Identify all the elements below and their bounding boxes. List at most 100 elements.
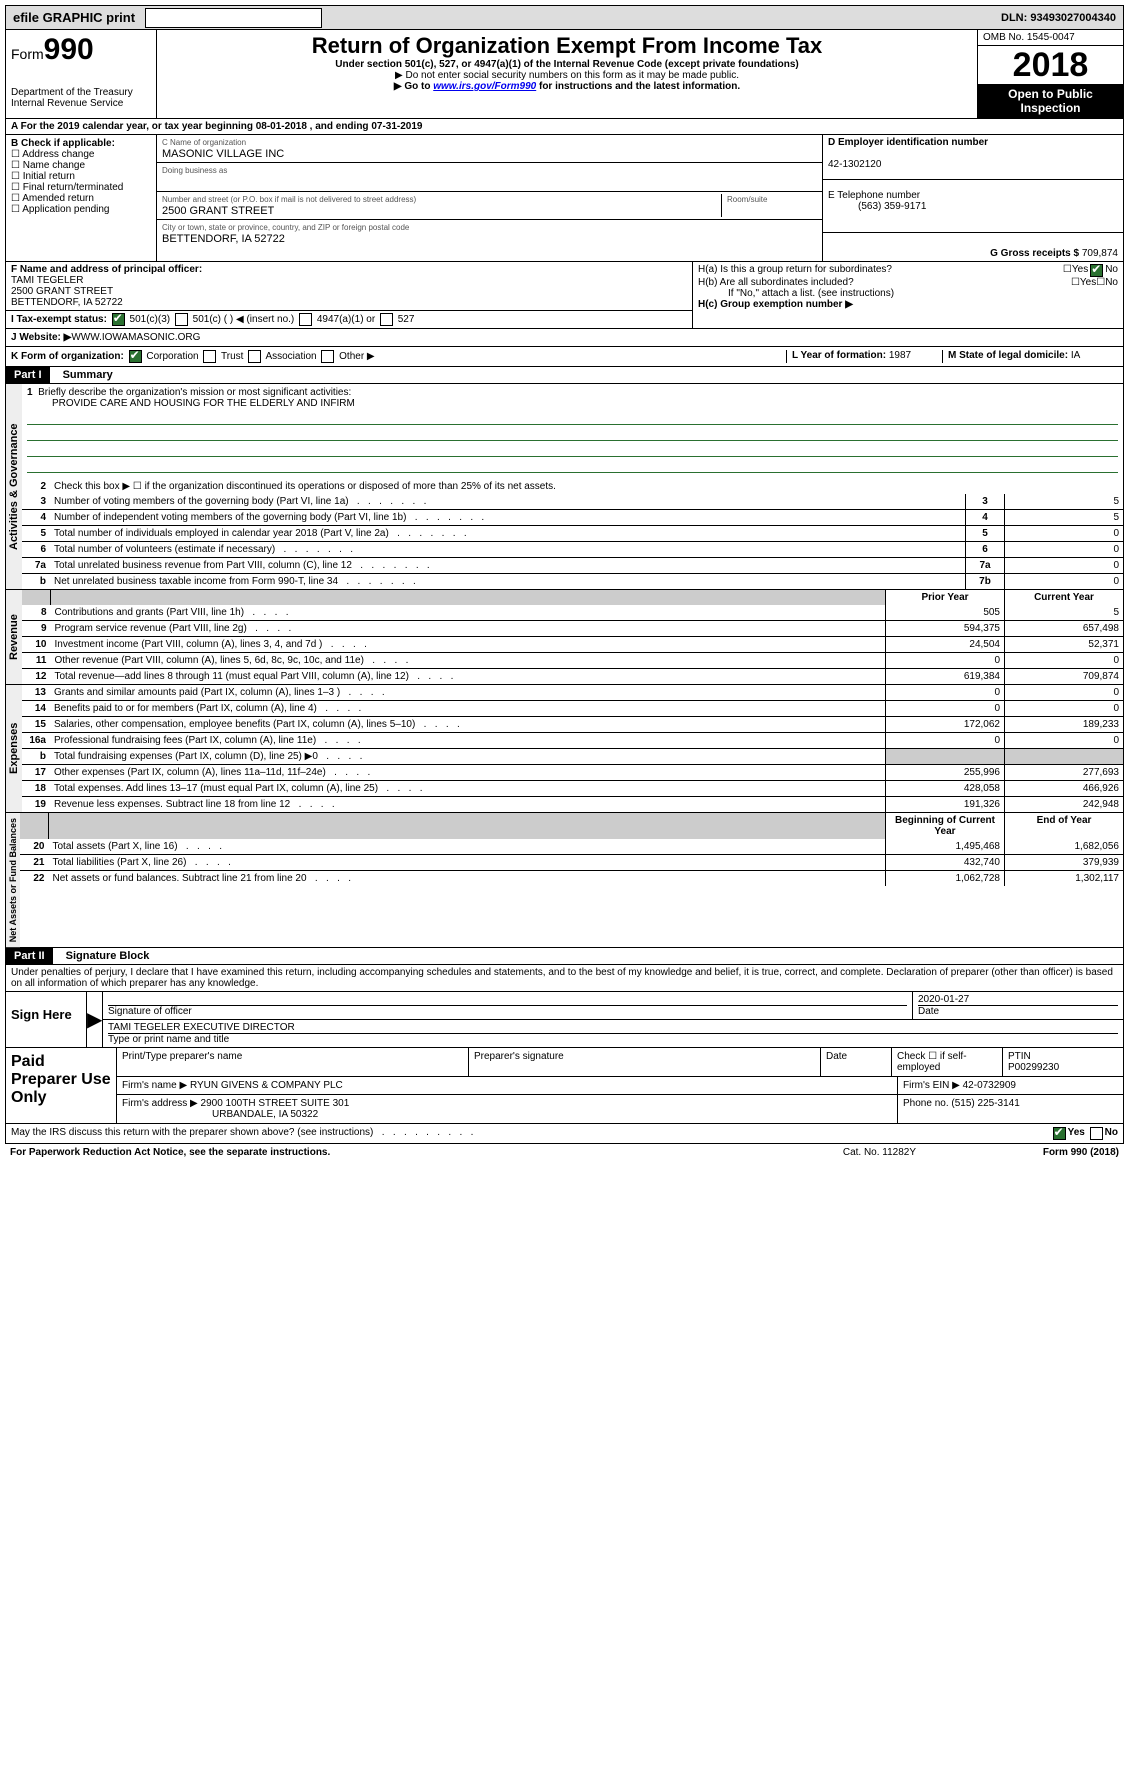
- line-num: 22: [20, 871, 49, 887]
- subtitle-2: ▶ Do not enter social security numbers o…: [162, 70, 972, 81]
- current-value: 277,693: [1005, 765, 1124, 781]
- form-number: 990: [44, 33, 94, 66]
- city-state-zip: BETTENDORF, IA 52722: [162, 233, 285, 245]
- line-desc: Net unrelated business taxable income fr…: [50, 574, 966, 590]
- line-desc: Benefits paid to or for members (Part IX…: [50, 701, 886, 717]
- current-value: 52,371: [1005, 637, 1124, 653]
- date-label: Date: [918, 1005, 1118, 1017]
- sub3-suffix: for instructions and the latest informat…: [536, 81, 740, 92]
- line-num: 16a: [22, 733, 50, 749]
- vlabel-expenses: Expenses: [6, 685, 22, 812]
- line-desc: Total unrelated business revenue from Pa…: [50, 558, 966, 574]
- prior-value: 191,326: [886, 797, 1005, 813]
- box-num: 6: [966, 542, 1005, 558]
- check-initial[interactable]: ☐ Initial return: [11, 171, 75, 182]
- ptin-value: P00299230: [1008, 1062, 1059, 1073]
- dept-treasury: Department of the Treasury: [11, 87, 151, 98]
- officer-name: TAMI TEGELER: [11, 275, 83, 286]
- prior-value: 1,062,728: [886, 871, 1005, 887]
- check-527[interactable]: [380, 313, 393, 326]
- hb-no[interactable]: No: [1105, 277, 1118, 288]
- ha-no: No: [1105, 264, 1118, 277]
- f-label: F Name and address of principal officer:: [11, 264, 202, 275]
- phone-value: (563) 359-9171: [828, 201, 926, 212]
- gross-receipts: 709,874: [1082, 248, 1118, 259]
- prior-value: 432,740: [886, 855, 1005, 871]
- part2-badge: Part II: [6, 948, 53, 964]
- line-num: 7a: [22, 558, 50, 574]
- opt-527: 527: [398, 314, 415, 325]
- box-num: 5: [966, 526, 1005, 542]
- firm-addr-label: Firm's address ▶: [122, 1098, 198, 1109]
- l-label: L Year of formation:: [792, 350, 886, 361]
- discuss-yes-check[interactable]: [1053, 1127, 1066, 1140]
- current-value: 0: [1005, 653, 1124, 669]
- city-label: City or town, state or province, country…: [162, 223, 409, 232]
- netassets-table: Beginning of Current YearEnd of Year 20 …: [20, 813, 1123, 886]
- line-num: 6: [22, 542, 50, 558]
- ha-yes[interactable]: Yes: [1072, 264, 1088, 277]
- irs-link[interactable]: www.irs.gov/Form990: [433, 81, 536, 92]
- line-desc: Other revenue (Part VIII, column (A), li…: [51, 653, 886, 669]
- discuss-no-check[interactable]: [1090, 1127, 1103, 1140]
- check-final[interactable]: ☐ Final return/terminated: [11, 182, 123, 193]
- line-desc: Number of voting members of the governin…: [50, 494, 966, 510]
- check-4947[interactable]: [299, 313, 312, 326]
- omb-number: OMB No. 1545-0047: [978, 30, 1123, 46]
- check-501c[interactable]: [175, 313, 188, 326]
- check-amended[interactable]: ☐ Amended return: [11, 193, 94, 204]
- line-desc: Total liabilities (Part X, line 26) . . …: [49, 855, 886, 871]
- prep-date-label: Date: [821, 1048, 892, 1076]
- part2-header-row: Part II Signature Block: [5, 948, 1124, 965]
- state-domicile: IA: [1071, 350, 1080, 361]
- line2: Check this box ▶ ☐ if the organization d…: [50, 479, 1123, 494]
- form-footer: Form 990 (2018): [1043, 1147, 1119, 1158]
- sig-officer-label: Signature of officer: [108, 1005, 907, 1017]
- col-d: D Employer identification number 42-1302…: [822, 135, 1123, 261]
- opt-corp: Corporation: [146, 351, 198, 362]
- form-header: Form990 Department of the Treasury Inter…: [5, 30, 1124, 119]
- prior-value: 0: [886, 733, 1005, 749]
- sign-here-label: Sign Here: [6, 992, 87, 1047]
- current-value: 379,939: [1005, 855, 1124, 871]
- line-value: 5: [1005, 510, 1124, 526]
- check-assoc[interactable]: [248, 350, 261, 363]
- governance-block: Activities & Governance 1 Briefly descri…: [5, 384, 1124, 590]
- check-addr[interactable]: ☐ Address change: [11, 149, 94, 160]
- line-desc: Other expenses (Part IX, column (A), lin…: [50, 765, 886, 781]
- room-label: Room/suite: [727, 195, 767, 204]
- vlabel-netassets: Net Assets or Fund Balances: [6, 813, 20, 947]
- self-employed-check[interactable]: Check ☐ if self-employed: [892, 1048, 1003, 1076]
- org-name: MASONIC VILLAGE INC: [162, 148, 284, 160]
- check-corp[interactable]: [129, 350, 142, 363]
- check-name[interactable]: ☐ Name change: [11, 160, 85, 171]
- col-prior-year: Prior Year: [886, 590, 1005, 605]
- check-app[interactable]: ☐ Application pending: [11, 204, 110, 215]
- j-label: J Website: ▶: [11, 332, 71, 343]
- line-value: 5: [1005, 494, 1124, 510]
- submission-date: Submission Date - 2020-01-27: [145, 8, 322, 28]
- line-num: 13: [22, 685, 50, 701]
- line-num: 4: [22, 510, 50, 526]
- open-to-public: Open to PublicInspection: [978, 84, 1123, 118]
- officer-city: BETTENDORF, IA 52722: [11, 297, 123, 308]
- hb-yes[interactable]: Yes: [1080, 277, 1096, 288]
- check-501c3[interactable]: [112, 313, 125, 326]
- line-value: 0: [1005, 558, 1124, 574]
- line-desc: Salaries, other compensation, employee b…: [50, 717, 886, 733]
- website-value[interactable]: WWW.IOWAMASONIC.ORG: [71, 332, 200, 343]
- prior-value: 619,384: [886, 669, 1005, 685]
- check-other[interactable]: [321, 350, 334, 363]
- dln: DLN: 93493027004340: [1001, 12, 1121, 24]
- efile-label[interactable]: efile GRAPHIC print: [8, 8, 140, 27]
- line-num: 15: [22, 717, 50, 733]
- opt-501c: 501(c) ( ) ◀ (insert no.): [193, 314, 295, 325]
- top-bar: efile GRAPHIC print Submission Date - 20…: [5, 5, 1124, 30]
- ha-no-check[interactable]: [1090, 264, 1103, 277]
- current-value: 5: [1005, 605, 1124, 621]
- col-begin-year: Beginning of Current Year: [886, 813, 1005, 839]
- check-trust[interactable]: [203, 350, 216, 363]
- vlabel-revenue: Revenue: [6, 590, 22, 684]
- prior-value: 24,504: [886, 637, 1005, 653]
- form-title: Return of Organization Exempt From Incom…: [162, 33, 972, 59]
